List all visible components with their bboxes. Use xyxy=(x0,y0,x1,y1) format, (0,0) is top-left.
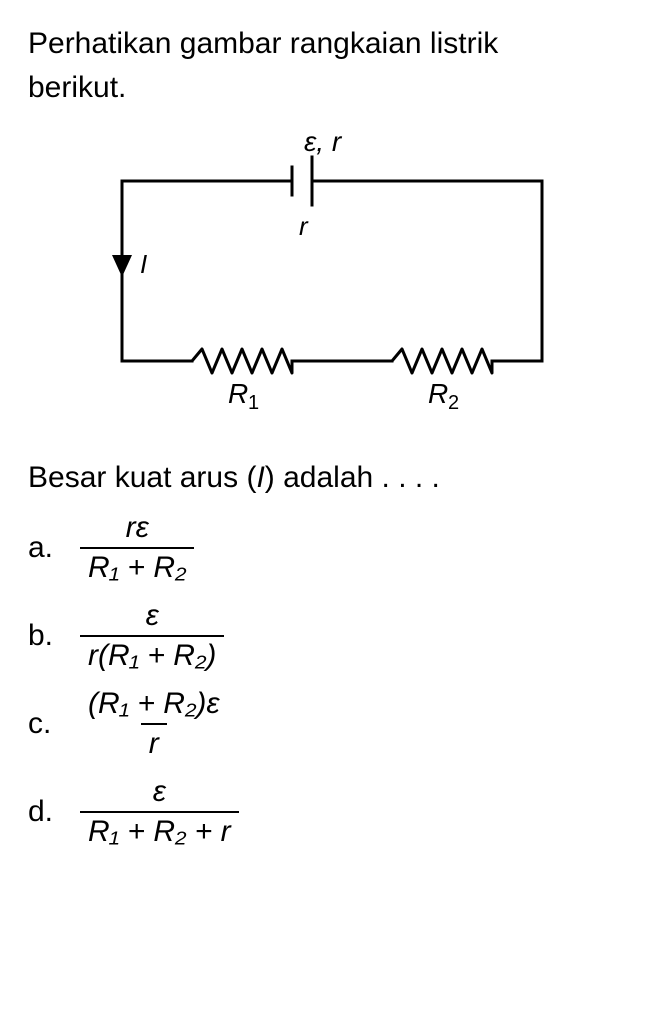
prompt-prefix: Besar kuat arus ( xyxy=(28,461,256,494)
option-d-numerator: ε xyxy=(145,775,174,811)
question-line2: berikut. xyxy=(28,71,126,104)
prompt-variable: I xyxy=(256,461,264,494)
svg-text:1: 1 xyxy=(248,392,259,414)
prompt-suffix: ) adalah . . . . xyxy=(265,461,440,494)
option-c: c. (R₁ + R₂)ε r xyxy=(28,687,636,761)
circuit-diagram: ε, rrIR1R2 xyxy=(28,131,636,431)
option-b-fraction: ε r(R₁ + R₂) xyxy=(80,599,224,673)
svg-text:R: R xyxy=(428,378,448,409)
question-line1: Perhatikan gambar rangkaian listrik xyxy=(28,27,498,60)
option-a-fraction: rε R₁ + R₂ xyxy=(80,511,194,585)
option-d-fraction: ε R₁ + R₂ + r xyxy=(80,775,239,849)
option-a: a. rε R₁ + R₂ xyxy=(28,511,636,585)
option-c-letter: c. xyxy=(28,707,80,741)
svg-text:2: 2 xyxy=(448,392,459,414)
option-d-letter: d. xyxy=(28,795,80,829)
options-list: a. rε R₁ + R₂ b. ε r(R₁ + R₂) c. (R₁ + R… xyxy=(28,511,636,849)
option-c-denominator: r xyxy=(141,723,167,761)
option-b: b. ε r(R₁ + R₂) xyxy=(28,599,636,673)
option-d: d. ε R₁ + R₂ + r xyxy=(28,775,636,849)
option-c-numerator: (R₁ + R₂)ε xyxy=(80,687,228,723)
svg-text:I: I xyxy=(140,249,147,279)
option-a-letter: a. xyxy=(28,531,80,565)
option-d-denominator: R₁ + R₂ + r xyxy=(80,811,239,849)
question-text: Perhatikan gambar rangkaian listrik beri… xyxy=(28,22,636,109)
option-b-denominator: r(R₁ + R₂) xyxy=(80,635,224,673)
option-b-letter: b. xyxy=(28,619,80,653)
svg-text:r: r xyxy=(299,211,309,241)
option-a-numerator: rε xyxy=(118,511,157,547)
option-a-denominator: R₁ + R₂ xyxy=(80,547,194,585)
option-b-numerator: ε xyxy=(138,599,167,635)
svg-text:R: R xyxy=(228,378,248,409)
svg-text:ε, r: ε, r xyxy=(304,131,343,157)
prompt-text: Besar kuat arus (I) adalah . . . . xyxy=(28,461,636,495)
option-c-fraction: (R₁ + R₂)ε r xyxy=(80,687,228,761)
